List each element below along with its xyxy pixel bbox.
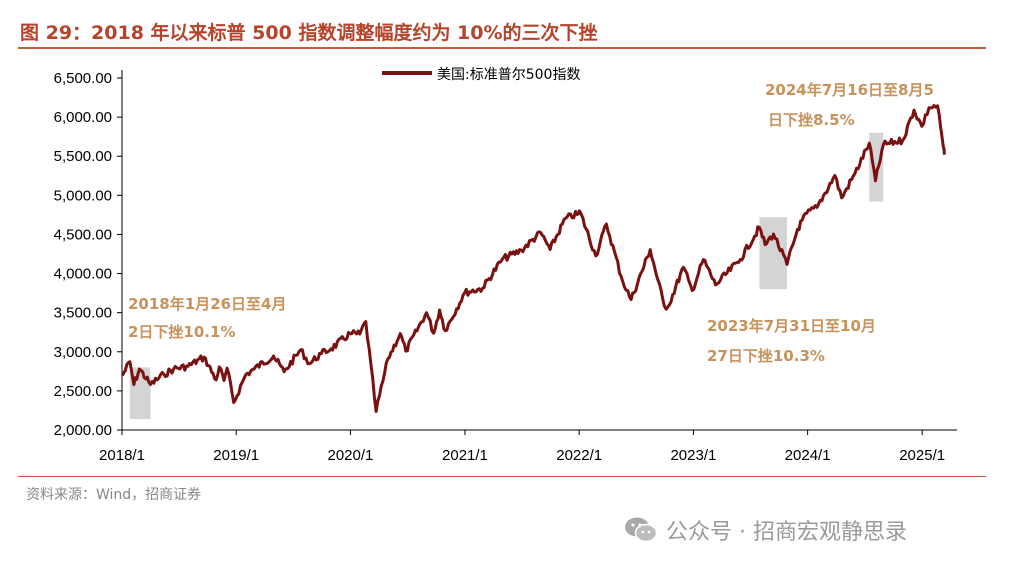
annotation-0-line-0: 2018年1月26日至4月	[128, 295, 287, 313]
annotation-1-line-1: 27日下挫10.3%	[707, 347, 825, 365]
highlight-boxes	[129, 132, 884, 420]
title-rule	[18, 47, 986, 49]
chart-axes: 2,000.00 2,500.00 3,000.00 3,500.00 4,000.00…	[54, 70, 957, 464]
watermark-text: 公众号 · 招商宏观静思录	[666, 520, 907, 545]
x-tick-label: 2021/1	[442, 447, 488, 464]
x-tick-label: 2018/1	[99, 447, 145, 464]
source-note: 资料来源：Wind，招商证券	[26, 487, 202, 503]
y-tick-label: 4,500.00	[54, 226, 112, 243]
footer-rule	[18, 476, 986, 477]
highlight-box-2	[869, 132, 884, 202]
y-tick-label: 4,000.00	[54, 266, 112, 283]
watermark: 公众号 · 招商宏观静思录	[624, 514, 907, 546]
x-tick-label: 2019/1	[213, 447, 259, 464]
sp500-series-line	[120, 104, 946, 413]
y-tick-label: 6,000.00	[54, 109, 112, 126]
x-tick-label: 2022/1	[556, 447, 602, 464]
x-tick-label: 2020/1	[327, 447, 373, 464]
legend: 美国:标准普尔500指数	[382, 67, 580, 83]
y-tick-label: 3,000.00	[54, 344, 112, 361]
wechat-icon	[625, 517, 658, 543]
y-tick-label: 5,500.00	[54, 148, 112, 165]
y-tick-label: 2,000.00	[54, 422, 112, 439]
x-tick-label: 2023/1	[670, 447, 716, 464]
annotation-0-line-1: 2日下挫10.1%	[128, 323, 235, 341]
y-tick-label: 2,500.00	[54, 383, 112, 400]
chart-title: 图 29：2018 年以来标普 500 指数调整幅度约为 10%的三次下挫	[20, 22, 598, 44]
annotations: 2018年1月26日至4月 2日下挫10.1% 2023年7月31日至10月 27日下…	[128, 81, 934, 365]
annotation-2-line-0: 2024年7月16日至8月5	[765, 81, 934, 99]
y-tick-label: 3,500.00	[54, 305, 112, 322]
y-tick-label: 5,000.00	[54, 187, 112, 204]
y-tick-label: 6,500.00	[54, 70, 112, 87]
annotation-1-line-0: 2023年7月31日至10月	[707, 317, 876, 335]
x-tick-label: 2025/1	[899, 447, 945, 464]
annotation-2-line-1: 日下挫8.5%	[768, 111, 855, 129]
x-tick-label: 2024/1	[785, 447, 831, 464]
chart-svg: 2,000.00 2,500.00 3,000.00 3,500.00 4,000.00…	[54, 67, 957, 464]
legend-label: 美国:标准普尔500指数	[437, 67, 580, 83]
